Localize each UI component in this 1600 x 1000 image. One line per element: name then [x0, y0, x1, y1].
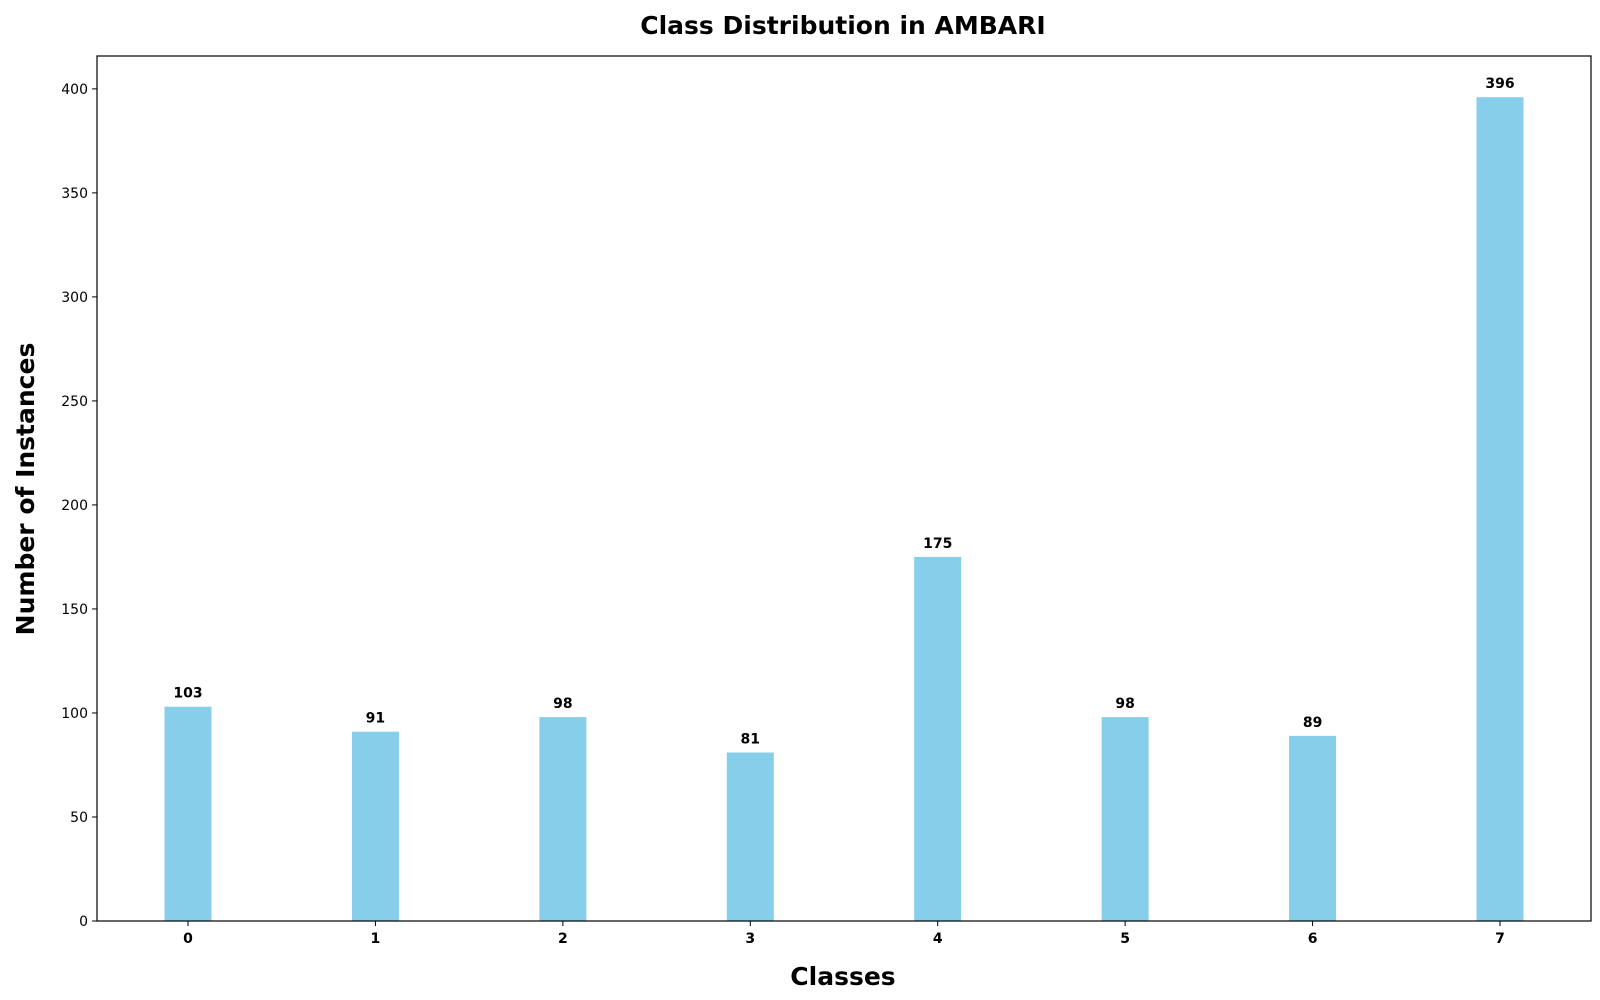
data-label-class-0: 103 [173, 686, 202, 702]
y-tick-label: 400 [61, 82, 88, 98]
x-tick-label: 4 [933, 931, 943, 947]
data-label-class-3: 81 [741, 731, 760, 747]
data-label-class-4: 175 [923, 536, 952, 552]
bar-class-7 [1476, 97, 1524, 921]
y-axis-ticks: 0 50 100 150 200 250 300 350 400 [61, 82, 97, 930]
y-tick-label: 200 [61, 498, 88, 514]
y-tick-label: 0 [79, 914, 88, 930]
y-tick-label: 250 [61, 394, 88, 410]
y-tick-label: 50 [70, 810, 88, 826]
bar-class-0 [164, 706, 212, 921]
data-labels-layer: 103 91 98 81 175 98 89 396 [173, 76, 1514, 747]
x-tick-label: 2 [558, 931, 568, 947]
x-tick-label: 3 [745, 931, 755, 947]
x-tick-label: 1 [371, 931, 381, 947]
y-axis-label: Number of Instances [11, 343, 40, 636]
bar-class-1 [351, 731, 399, 921]
data-label-class-2: 98 [553, 696, 572, 712]
bars-layer [164, 97, 1524, 921]
chart-title: Class Distribution in AMBARI [640, 11, 1045, 40]
bar-class-2 [539, 717, 587, 921]
x-tick-label: 6 [1308, 931, 1318, 947]
bar-class-6 [1289, 735, 1337, 921]
plot-area-frame [96, 55, 1592, 922]
data-label-class-5: 98 [1115, 696, 1134, 712]
x-axis-label: Classes [790, 962, 895, 991]
x-axis-ticks: 0 1 2 3 4 5 6 7 [183, 921, 1505, 947]
data-label-class-6: 89 [1303, 715, 1322, 731]
bar-class-3 [726, 752, 774, 921]
bar-class-5 [1101, 717, 1149, 921]
y-tick-label: 100 [61, 706, 88, 722]
data-label-class-7: 396 [1485, 76, 1514, 92]
bar-class-4 [914, 556, 962, 921]
data-label-class-1: 91 [366, 711, 385, 727]
y-tick-label: 350 [61, 186, 88, 202]
x-tick-label: 0 [183, 931, 193, 947]
y-tick-label: 150 [61, 602, 88, 618]
y-tick-label: 300 [61, 290, 88, 306]
x-tick-label: 5 [1120, 931, 1130, 947]
x-tick-label: 7 [1495, 931, 1505, 947]
